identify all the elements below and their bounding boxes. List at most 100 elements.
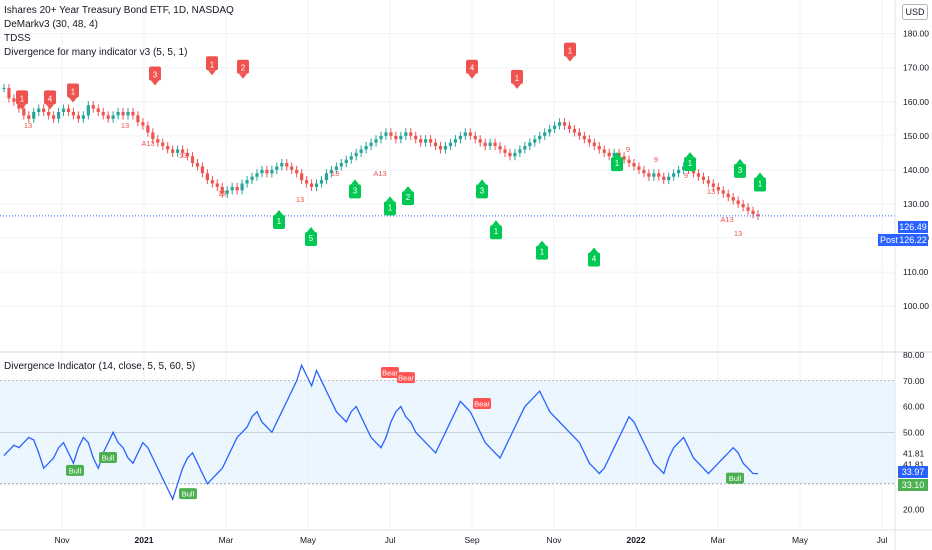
last-price-tag	[898, 221, 928, 233]
candle-body	[548, 129, 552, 133]
candle-body	[662, 176, 666, 181]
count-label: A13	[373, 169, 386, 178]
bull-divergence-label: Bull	[726, 472, 744, 484]
candle-body	[394, 135, 398, 140]
candle-body	[52, 115, 56, 119]
oscillator-title[interactable]: Divergence Indicator (14, close, 5, 5, 6…	[4, 361, 196, 372]
candle-body	[171, 149, 175, 153]
time-tick-label: Mar	[711, 535, 726, 545]
candle-body	[538, 135, 542, 140]
marker-box	[273, 214, 285, 229]
marker-box	[67, 83, 79, 98]
marker-label: 4	[48, 94, 53, 103]
candle-body	[443, 146, 448, 150]
count-label: 9	[654, 155, 658, 164]
marker-pointer	[686, 152, 694, 158]
candle-body	[260, 169, 264, 174]
candle-body	[691, 169, 696, 174]
candle-body	[314, 183, 319, 187]
currency-button[interactable]: USD	[902, 4, 928, 20]
sell-signal-marker: 1	[564, 42, 576, 62]
sell-signal-marker: 3	[149, 66, 161, 86]
count-label: 13	[331, 169, 339, 178]
candle-body	[215, 183, 219, 187]
marker-label: 1	[20, 94, 25, 103]
candle-body	[369, 142, 373, 147]
price-tick-label: 150.00	[903, 131, 929, 141]
marker-pointer	[46, 104, 54, 110]
marker-box	[564, 42, 576, 57]
divergence-text: Bull	[102, 454, 115, 463]
marker-label: 1	[568, 47, 573, 56]
candle-body	[463, 132, 467, 136]
oscillator-line	[3, 363, 759, 501]
candle-body	[468, 132, 472, 136]
candle-body	[716, 186, 720, 191]
candle-body	[300, 173, 304, 181]
indicator-divergence[interactable]: Divergence for many indicator v3 (5, 5, …	[4, 47, 188, 58]
sell-signal-marker: 2	[237, 59, 249, 79]
price-candles	[0, 84, 895, 221]
candle-body	[111, 115, 115, 119]
time-tick-label: May	[300, 535, 317, 545]
candle-body	[250, 176, 254, 181]
candle-body	[344, 159, 348, 164]
candle-body	[195, 163, 200, 167]
marker-label: 3	[353, 186, 358, 195]
divergence-text: Bull	[69, 466, 82, 475]
candle-body	[721, 190, 725, 194]
marker-label: 5	[309, 234, 314, 243]
candle-body	[518, 149, 522, 153]
candle-body	[404, 132, 408, 136]
candle-body	[706, 180, 710, 184]
candle-body	[116, 111, 120, 116]
bull-divergence-label: Bull	[66, 464, 84, 476]
candle-body	[76, 115, 81, 119]
candle-body	[27, 115, 31, 119]
marker-label: 1	[494, 227, 499, 236]
marker-pointer	[513, 83, 521, 89]
osc-value-tag-a	[898, 466, 928, 478]
candle-body	[180, 149, 185, 153]
candle-body	[295, 169, 299, 174]
last-price-label: 126.49	[899, 222, 927, 232]
marker-label: 1	[515, 74, 520, 83]
sell-signal-marker: 1	[67, 83, 79, 103]
time-tick-label: Jul	[877, 535, 888, 545]
indicator-demark[interactable]: DeMarkv3 (30, 48, 4)	[4, 19, 98, 30]
sell-signal-marker: 1	[511, 69, 523, 89]
candle-body	[433, 142, 438, 147]
marker-pointer	[613, 152, 621, 158]
marker-pointer	[492, 220, 500, 226]
candle-body	[741, 203, 745, 208]
candle-body	[146, 125, 150, 133]
marker-box	[588, 252, 600, 267]
time-tick-label: Mar	[219, 535, 234, 545]
candle-body	[672, 173, 676, 177]
bear-divergence-label: Bear	[381, 367, 399, 379]
symbol-title[interactable]: Ishares 20+ Year Treasury Bond ETF, 1D, …	[4, 5, 234, 16]
candle-body	[354, 152, 358, 157]
indicator-tdss[interactable]: TDSS	[4, 33, 31, 44]
candle-body	[756, 214, 760, 216]
candle-body	[602, 149, 606, 153]
buy-signal-marker: 3	[734, 158, 746, 178]
candle-body	[438, 146, 443, 150]
marker-pointer	[307, 227, 315, 233]
sell-signal-marker: 4	[44, 90, 56, 110]
marker-pointer	[590, 247, 598, 253]
marker-box	[402, 191, 414, 206]
marker-box	[237, 59, 249, 74]
candle-body	[572, 129, 577, 133]
marker-box	[44, 90, 56, 105]
count-label: 13	[121, 121, 129, 130]
candle-body	[66, 108, 71, 112]
candle-body	[22, 108, 26, 116]
candle-body	[2, 88, 6, 90]
candle-body	[597, 146, 601, 150]
buy-signal-marker: 2	[402, 186, 414, 206]
candle-body	[166, 146, 170, 150]
marker-label: 1	[615, 159, 620, 168]
candle-body	[582, 135, 586, 140]
